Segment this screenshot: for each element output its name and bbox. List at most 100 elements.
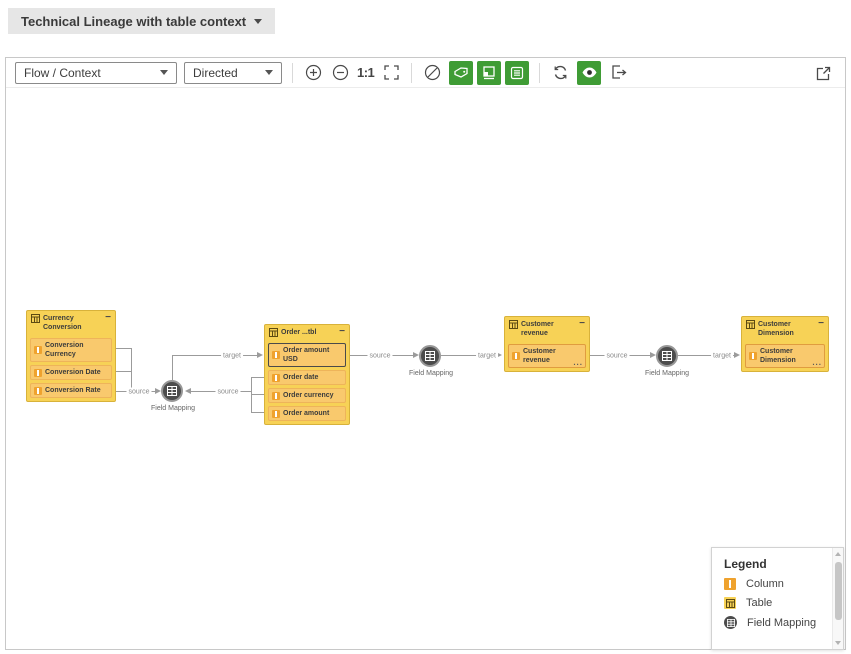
lineage-toolbar: Flow / Context Directed 1:1 bbox=[6, 58, 845, 88]
column-icon bbox=[272, 351, 280, 359]
column-name: Order date bbox=[283, 374, 319, 381]
chevron-down-icon bbox=[254, 18, 263, 24]
zoom-out-button[interactable] bbox=[330, 63, 350, 83]
show-source-code-button[interactable] bbox=[477, 60, 502, 85]
scrollbar-thumb[interactable] bbox=[835, 562, 842, 620]
zoom-in-icon bbox=[305, 64, 321, 81]
column-icon bbox=[512, 352, 520, 360]
column-name: Conversion Date bbox=[45, 369, 101, 376]
column-order-currency[interactable]: Order currency bbox=[268, 388, 346, 403]
column-icon bbox=[724, 578, 736, 590]
chevron-down-icon bbox=[265, 70, 273, 75]
flow-context-select-value: Flow / Context bbox=[24, 65, 101, 80]
collapse-button[interactable]: − bbox=[105, 312, 111, 323]
column-name: Order currency bbox=[283, 392, 334, 399]
column-name: Conversion Currency bbox=[45, 342, 84, 358]
table-node-title: Customer revenue bbox=[521, 321, 554, 337]
scroll-up-icon[interactable] bbox=[835, 552, 841, 556]
table-node-customer-dimension[interactable]: Customer Dimension − Customer Dimension … bbox=[741, 316, 829, 372]
edge-line bbox=[172, 355, 258, 356]
collapse-button[interactable]: − bbox=[339, 326, 345, 337]
collapse-button[interactable]: − bbox=[579, 318, 585, 329]
column-icon bbox=[272, 391, 280, 400]
edge-arrow bbox=[734, 352, 740, 358]
column-icon bbox=[34, 346, 42, 354]
column-order-amount-usd[interactable]: Order amount USD bbox=[268, 343, 346, 367]
field-mapping-node-2[interactable] bbox=[419, 345, 441, 367]
legend-item-label: Field Mapping bbox=[747, 616, 817, 629]
table-node-order-tbl[interactable]: Order ...tbl − Order amount USD Order da… bbox=[264, 324, 350, 425]
field-mapping-label: Field Mapping bbox=[409, 370, 453, 377]
edge-line bbox=[678, 355, 735, 356]
refresh-icon bbox=[554, 65, 567, 80]
field-mapping-icon bbox=[724, 616, 737, 629]
column-name: Order amount bbox=[283, 410, 330, 417]
edge-line bbox=[131, 348, 132, 392]
edge-line bbox=[116, 371, 131, 372]
flow-context-select[interactable]: Flow / Context bbox=[15, 61, 177, 84]
show-attributes-button[interactable] bbox=[449, 60, 474, 85]
open-in-new-window-button[interactable] bbox=[813, 63, 833, 83]
table-node-header: Currency Conversion − bbox=[30, 311, 112, 335]
fit-to-screen-button[interactable] bbox=[381, 63, 401, 83]
column-name: Customer revenue bbox=[523, 348, 556, 364]
column-name: Order amount USD bbox=[283, 347, 330, 363]
legend-scrollbar[interactable] bbox=[832, 548, 843, 649]
table-node-title: Currency Conversion bbox=[43, 315, 82, 331]
legend-item-column: Column bbox=[724, 578, 827, 590]
toolbar-divider bbox=[292, 62, 293, 83]
column-conversion-currency[interactable]: Conversion Currency bbox=[30, 338, 112, 362]
field-mapping-label: Field Mapping bbox=[151, 405, 195, 412]
edge-label-target: target bbox=[476, 351, 498, 361]
column-order-amount[interactable]: Order amount bbox=[268, 406, 346, 421]
table-node-customer-revenue[interactable]: Customer revenue − Customer revenue ... bbox=[504, 316, 590, 372]
field-mapping-node-1[interactable] bbox=[161, 380, 183, 402]
external-link-icon bbox=[816, 66, 830, 80]
toolbar-divider bbox=[411, 62, 413, 83]
column-conversion-rate[interactable]: Conversion Rate bbox=[30, 383, 112, 398]
actual-size-button[interactable]: 1:1 bbox=[357, 65, 375, 80]
column-name: Conversion Rate bbox=[45, 387, 101, 394]
legend-item-label: Column bbox=[746, 578, 784, 590]
more-indicator[interactable]: ... bbox=[812, 358, 822, 367]
legend-item-table: Table bbox=[724, 597, 827, 609]
column-icon bbox=[749, 352, 757, 360]
table-icon bbox=[509, 320, 518, 329]
more-indicator[interactable]: ... bbox=[573, 358, 583, 367]
table-node-header: Order ...tbl − bbox=[268, 325, 346, 340]
hide-edges-button[interactable] bbox=[422, 63, 442, 83]
edge-arrow bbox=[257, 352, 263, 358]
field-mapping-icon bbox=[167, 386, 177, 396]
export-icon bbox=[612, 65, 627, 79]
column-order-date[interactable]: Order date bbox=[268, 370, 346, 385]
zoom-in-button[interactable] bbox=[303, 63, 323, 83]
export-button[interactable] bbox=[608, 63, 628, 83]
tag-icon bbox=[454, 66, 468, 78]
direction-select-value: Directed bbox=[193, 65, 238, 80]
edge-label-source: source bbox=[126, 387, 152, 397]
show-list-button[interactable] bbox=[505, 60, 530, 85]
edge-label-source: source bbox=[215, 387, 241, 397]
table-node-currency-conversion[interactable]: Currency Conversion − Conversion Currenc… bbox=[26, 310, 116, 402]
toolbar-divider bbox=[539, 62, 541, 83]
collapse-button[interactable]: − bbox=[818, 318, 824, 329]
preview-button[interactable] bbox=[577, 60, 602, 85]
scroll-down-icon[interactable] bbox=[835, 641, 841, 645]
edge-line bbox=[116, 348, 131, 349]
field-mapping-node-3[interactable] bbox=[656, 345, 678, 367]
column-conversion-date[interactable]: Conversion Date bbox=[30, 365, 112, 380]
lineage-view-dropdown[interactable]: Technical Lineage with table context bbox=[8, 8, 276, 34]
column-customer-dimension[interactable]: Customer Dimension ... bbox=[745, 344, 825, 368]
legend-title: Legend bbox=[724, 557, 767, 571]
list-icon bbox=[511, 66, 524, 79]
field-mapping-label: Field Mapping bbox=[645, 370, 689, 377]
refresh-button[interactable] bbox=[550, 63, 570, 83]
column-customer-revenue[interactable]: Customer revenue ... bbox=[508, 344, 586, 368]
edge-line bbox=[251, 412, 264, 413]
edge-label-target: target bbox=[711, 351, 733, 361]
field-mapping-icon bbox=[425, 351, 435, 361]
edge-arrow bbox=[650, 352, 656, 358]
direction-select[interactable]: Directed bbox=[184, 61, 282, 84]
table-icon bbox=[746, 320, 755, 329]
